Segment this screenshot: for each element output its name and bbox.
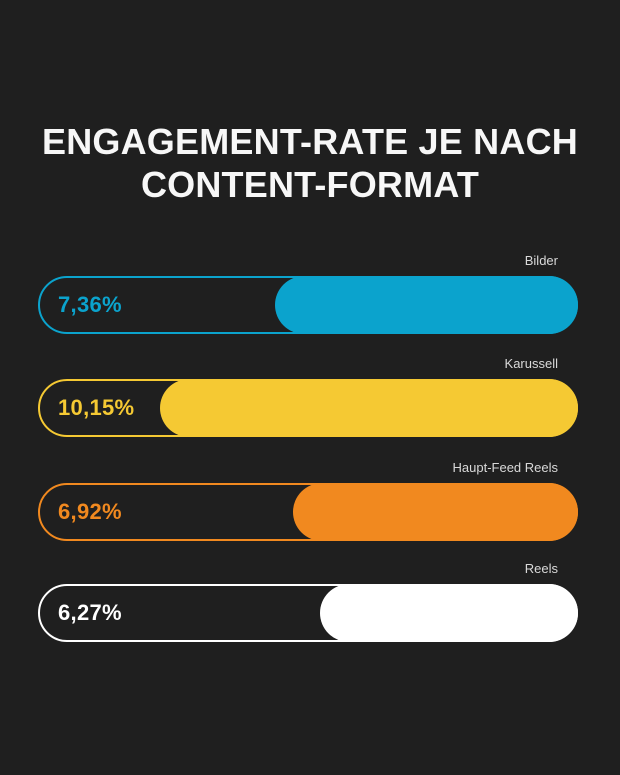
bar-track: 6,92% xyxy=(38,483,578,541)
bar-category-label: Bilder xyxy=(524,253,558,268)
bar-fill xyxy=(160,379,578,437)
bar-track: 6,27% xyxy=(38,584,578,642)
bar-track: 7,36% xyxy=(38,276,578,334)
page-title-line1: ENGAGEMENT-RATE JE NACH xyxy=(42,121,578,162)
bar-value-label: 6,92% xyxy=(58,499,122,524)
bar-group-haupt-feed-reels: Haupt-Feed Reels 6,92% xyxy=(38,461,578,543)
bar-fill xyxy=(293,483,578,541)
bar-group-bilder: Bilder 7,36% xyxy=(38,254,578,336)
bar-category-label: Reels xyxy=(524,561,558,576)
bar-fill xyxy=(320,584,578,642)
bar-group-karussell: Karussell 10,15% xyxy=(38,357,578,439)
bar-track: 10,15% xyxy=(38,379,578,437)
bar-fill xyxy=(275,276,578,334)
engagement-bar-chart: Bilder 7,36% Karussell 10,15% Haupt-Feed… xyxy=(38,254,578,654)
bar-category-label: Haupt-Feed Reels xyxy=(452,460,559,475)
bar-group-reels: Reels 6,27% xyxy=(38,562,578,644)
page-title-line2: CONTENT-FORMAT xyxy=(140,164,480,205)
bar-value-label: 7,36% xyxy=(58,292,122,317)
bar-value-label: 10,15% xyxy=(58,395,135,420)
bar-value-label: 6,27% xyxy=(58,600,122,625)
bar-category-label: Karussell xyxy=(504,356,558,371)
page-title: ENGAGEMENT-RATE JE NACH CONTENT-FORMAT xyxy=(0,120,620,206)
